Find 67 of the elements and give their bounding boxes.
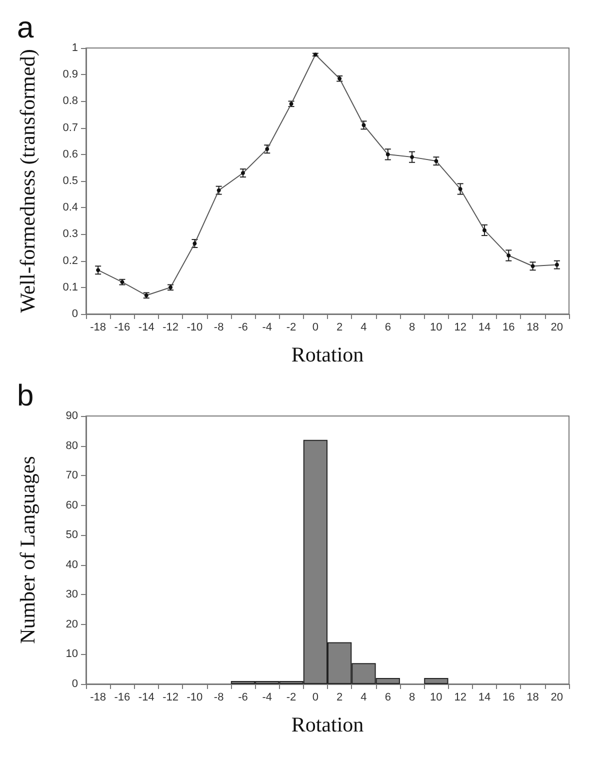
x-tick-label: -6 [238, 322, 248, 334]
x-tick-label: 14 [478, 692, 491, 704]
x-axis-title: Rotation [291, 342, 364, 366]
x-tick-label: -6 [238, 692, 248, 704]
x-tick-label: -18 [90, 322, 106, 334]
x-tick-label: 6 [384, 322, 391, 334]
x-tick-label: -14 [138, 322, 154, 334]
x-tick-label: 14 [478, 322, 491, 334]
x-tick-label: -12 [162, 692, 178, 704]
y-tick-label: 10 [66, 648, 78, 660]
x-tick-label: 4 [360, 322, 367, 334]
x-axis-title: Rotation [291, 712, 364, 736]
x-tick-label: 16 [502, 692, 515, 704]
y-tick-label: 0.5 [62, 175, 78, 187]
y-tick-label: 0.8 [62, 95, 78, 108]
x-tick-label: 18 [526, 692, 539, 704]
y-tick-label: 90 [66, 410, 78, 422]
x-tick-label: 20 [550, 692, 564, 704]
x-tick-label: 10 [430, 692, 442, 704]
y-tick-label: 0 [72, 308, 78, 320]
y-tick-label: 50 [66, 529, 78, 542]
y-tick-label: 0.7 [62, 122, 78, 134]
x-tick-label: 10 [430, 322, 442, 334]
x-tick-label: -8 [214, 692, 224, 704]
x-tick-label: -2 [286, 322, 296, 334]
x-tick-label: -10 [186, 322, 203, 334]
x-tick-label: 20 [550, 322, 564, 334]
y-tick-label: 20 [66, 618, 78, 630]
x-tick-label: 4 [360, 692, 367, 704]
y-tick-label: 0.4 [62, 202, 78, 214]
y-tick-label: 60 [66, 499, 78, 512]
y-tick-label: 0.2 [62, 254, 78, 267]
x-tick-label: -4 [262, 692, 272, 704]
x-tick-label: 16 [502, 322, 515, 334]
x-tick-label: 12 [454, 322, 466, 334]
x-tick-label: -8 [214, 322, 224, 334]
x-tick-label: 8 [408, 322, 416, 334]
x-tick-label: 2 [336, 322, 343, 334]
x-tick-label: -16 [114, 322, 130, 334]
x-tick-label: 0 [312, 322, 318, 334]
y-tick-label: 80 [66, 440, 78, 452]
x-tick-label: 12 [454, 692, 466, 704]
y-tick-label: 0.6 [62, 148, 78, 160]
chart-title: a [17, 12, 34, 44]
y-tick-label: 30 [66, 588, 78, 601]
x-tick-label: -10 [186, 692, 203, 704]
y-axis-title: Well-formedness (transformed) [16, 49, 40, 313]
x-tick-label: 0 [312, 692, 318, 704]
y-tick-label: 40 [66, 558, 78, 571]
x-tick-label: -2 [286, 692, 296, 704]
y-tick-label: 0.3 [62, 228, 78, 240]
x-tick-label: 6 [384, 692, 391, 704]
x-tick-label: -14 [138, 692, 154, 704]
y-tick-label: 1 [72, 42, 78, 54]
x-tick-label: -4 [262, 322, 272, 334]
chart-title: b [17, 380, 34, 412]
y-tick-label: 70 [66, 470, 78, 482]
x-tick-label: -12 [162, 322, 178, 334]
x-tick-label: -16 [114, 692, 130, 704]
y-tick-label: 0.1 [62, 281, 78, 294]
y-tick-label: 0.9 [62, 68, 78, 81]
x-tick-label: -18 [90, 692, 106, 704]
x-tick-label: 18 [526, 322, 539, 334]
x-tick-label: 8 [408, 692, 416, 704]
y-axis-title: Number of Languages [16, 456, 40, 644]
y-tick-label: 0 [72, 678, 78, 690]
x-tick-label: 2 [336, 692, 343, 704]
